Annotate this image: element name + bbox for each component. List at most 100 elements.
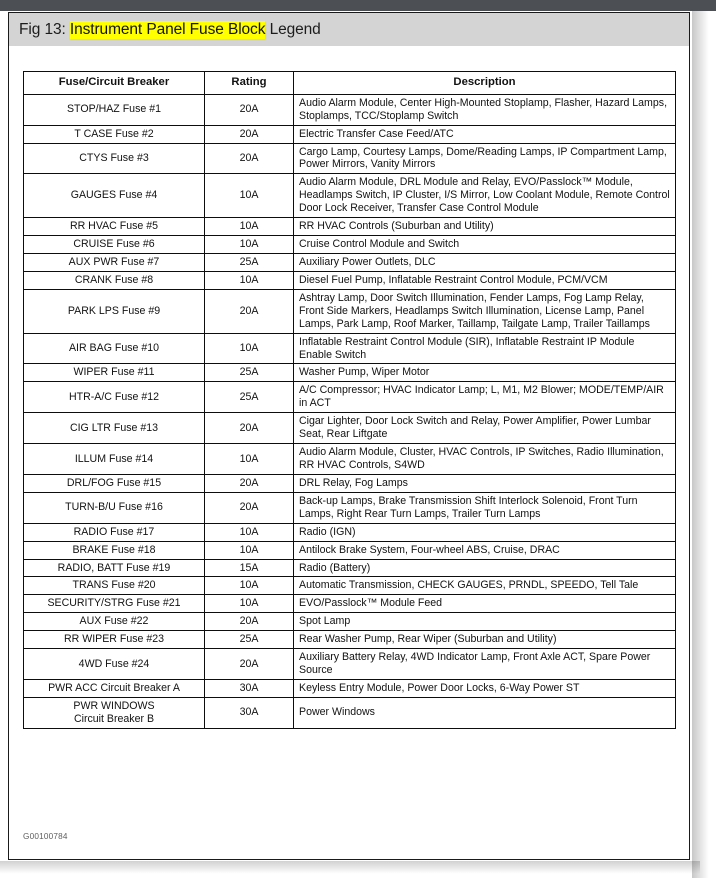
cell-fuse-name: AIR BAG Fuse #10 xyxy=(23,332,205,365)
cell-description: Electric Transfer Case Feed/ATC xyxy=(293,124,676,144)
table-row: RR HVAC Fuse #5 10A RR HVAC Controls (Subu… xyxy=(23,217,676,237)
cell-rating: 10A xyxy=(204,594,294,614)
cell-description: Audio Alarm Module, DRL Module and Relay… xyxy=(293,173,676,219)
cell-rating: 10A xyxy=(204,173,294,219)
cell-fuse-name: RADIO, BATT Fuse #19 xyxy=(23,558,205,578)
table-body: STOP/HAZ Fuse #1 20A Audio Alarm Module, C… xyxy=(23,93,676,729)
cell-fuse-name: BRAKE Fuse #18 xyxy=(23,540,205,560)
cell-description: Back-up Lamps, Brake Transmission Shift … xyxy=(293,491,676,524)
cell-description: Cigar Lighter, Door Lock Switch and Rela… xyxy=(293,412,676,445)
cell-fuse-name: CRANK Fuse #8 xyxy=(23,270,205,290)
cell-rating: 25A xyxy=(204,363,294,383)
table-row: WIPER Fuse #11 25A Washer Pump, Wiper Moto… xyxy=(23,363,676,383)
cell-fuse-name: DRL/FOG Fuse #15 xyxy=(23,473,205,493)
table-row: AUX PWR Fuse #7 25A Auxiliary Power Outlet… xyxy=(23,253,676,272)
cell-rating: 10A xyxy=(204,270,294,290)
cell-rating: 20A xyxy=(204,491,294,524)
viewer-top-bar xyxy=(0,0,716,11)
cell-description: Auxiliary Power Outlets, DLC xyxy=(293,253,676,272)
cell-description: Radio (Battery) xyxy=(293,558,676,578)
cell-fuse-name: PWR ACC Circuit Breaker A xyxy=(23,678,205,698)
table-row: HTR-A/C Fuse #12 25A A/C Compressor; HVAC … xyxy=(23,381,676,414)
cell-description: Inflatable Restraint Control Module (SIR… xyxy=(293,332,676,365)
column-header-description: Description xyxy=(293,71,676,95)
cell-description: RR HVAC Controls (Suburban and Utility) xyxy=(293,217,676,237)
cell-description: Cargo Lamp, Courtesy Lamps, Dome/Reading… xyxy=(293,142,676,175)
table-row: RADIO, BATT Fuse #19 15A Radio (Battery) xyxy=(23,558,676,578)
cell-rating: 10A xyxy=(204,576,294,596)
cell-description: Antilock Brake System, Four-wheel ABS, C… xyxy=(293,540,676,560)
cell-fuse-name: AUX PWR Fuse #7 xyxy=(23,253,205,272)
cell-description: Keyless Entry Module, Power Door Locks, … xyxy=(293,678,676,698)
cell-description: Audio Alarm Module, Cluster, HVAC Contro… xyxy=(293,443,676,475)
table-row: RR WIPER Fuse #23 25A Rear Washer Pump, Re… xyxy=(23,630,676,650)
table-row: STOP/HAZ Fuse #1 20A Audio Alarm Module, C… xyxy=(23,93,676,126)
cell-rating: 10A xyxy=(204,217,294,237)
cell-fuse-name: 4WD Fuse #24 xyxy=(23,648,205,680)
figure-caption-suffix: Legend xyxy=(265,20,321,38)
cell-rating: 25A xyxy=(204,381,294,414)
cell-rating: 20A xyxy=(204,288,294,334)
cell-rating: 20A xyxy=(204,124,294,144)
table-row: AUX Fuse #22 20A Spot Lamp xyxy=(23,612,676,632)
cell-fuse-name: HTR-A/C Fuse #12 xyxy=(23,381,205,414)
table-row: T CASE Fuse #2 20A Electric Transfer Case … xyxy=(23,124,676,144)
table-header: Fuse/Circuit Breaker Rating Description xyxy=(23,71,676,95)
cell-fuse-name-line2: Circuit Breaker B xyxy=(73,712,155,725)
cell-rating: 20A xyxy=(204,93,294,126)
cell-rating: 25A xyxy=(204,253,294,272)
cell-description: Radio (IGN) xyxy=(293,522,676,542)
document-card: Fig 13: Instrument Panel Fuse Block Lege… xyxy=(8,12,690,860)
cell-fuse-name: TRANS Fuse #20 xyxy=(23,576,205,596)
cell-description: A/C Compressor; HVAC Indicator Lamp; L, … xyxy=(293,381,676,414)
figure-part-code: G00100784 xyxy=(23,832,68,841)
cell-fuse-name: ILLUM Fuse #14 xyxy=(23,443,205,475)
cell-rating: 10A xyxy=(204,443,294,475)
cell-fuse-name: RR WIPER Fuse #23 xyxy=(23,630,205,650)
cell-description: Cruise Control Module and Switch xyxy=(293,235,676,254)
cell-rating: 20A xyxy=(204,142,294,175)
cell-fuse-name: CTYS Fuse #3 xyxy=(23,142,205,175)
cell-fuse-name: RR HVAC Fuse #5 xyxy=(23,217,205,237)
cell-fuse-name: WIPER Fuse #11 xyxy=(23,363,205,383)
cell-description: Washer Pump, Wiper Motor xyxy=(293,363,676,383)
cell-rating: 15A xyxy=(204,558,294,578)
cell-fuse-name: CRUISE Fuse #6 xyxy=(23,235,205,254)
table-row: PARK LPS Fuse #9 20A Ashtray Lamp, Door Sw… xyxy=(23,288,676,334)
table-row: TRANS Fuse #20 10A Automatic Transmission,… xyxy=(23,576,676,596)
cell-fuse-name: STOP/HAZ Fuse #1 xyxy=(23,93,205,126)
cell-fuse-name: RADIO Fuse #17 xyxy=(23,522,205,542)
cell-description: Ashtray Lamp, Door Switch Illumination, … xyxy=(293,288,676,334)
cell-description: Power Windows xyxy=(293,696,676,729)
table-row: 4WD Fuse #24 20A Auxiliary Battery Relay, … xyxy=(23,648,676,680)
cell-fuse-name: SECURITY/STRG Fuse #21 xyxy=(23,594,205,614)
table-row: BRAKE Fuse #18 10A Antilock Brake System, … xyxy=(23,540,676,560)
cell-description: Automatic Transmission, CHECK GAUGES, PR… xyxy=(293,576,676,596)
table-row: CRUISE Fuse #6 10A Cruise Control Module a… xyxy=(23,235,676,254)
cell-description: Diesel Fuel Pump, Inflatable Restraint C… xyxy=(293,270,676,290)
table-row: PWR ACC Circuit Breaker A 30A Keyless Entr… xyxy=(23,678,676,698)
cell-description: DRL Relay, Fog Lamps xyxy=(293,473,676,493)
cell-fuse-name: PARK LPS Fuse #9 xyxy=(23,288,205,334)
cell-rating: 10A xyxy=(204,332,294,365)
table-row: CIG LTR Fuse #13 20A Cigar Lighter, Door L… xyxy=(23,412,676,445)
table-row: PWR WINDOWS Circuit Breaker B 30A Power Win… xyxy=(23,696,676,729)
scanned-page-area: Fuse/Circuit Breaker Rating Description … xyxy=(9,46,689,859)
table-row: TURN-B/U Fuse #16 20A Back-up Lamps, Brake… xyxy=(23,491,676,524)
cell-rating: 10A xyxy=(204,522,294,542)
figure-caption-bar: Fig 13: Instrument Panel Fuse Block Lege… xyxy=(9,13,689,46)
cell-fuse-name: TURN-B/U Fuse #16 xyxy=(23,491,205,524)
cell-fuse-name: PWR WINDOWS Circuit Breaker B xyxy=(23,696,205,729)
cell-fuse-name: GAUGES Fuse #4 xyxy=(23,173,205,219)
column-header-fuse-circuit-breaker: Fuse/Circuit Breaker xyxy=(23,71,205,95)
cell-rating: 20A xyxy=(204,612,294,632)
column-header-rating: Rating xyxy=(204,71,294,95)
cell-fuse-name: T CASE Fuse #2 xyxy=(23,124,205,144)
fuse-legend-table: Fuse/Circuit Breaker Rating Description … xyxy=(23,71,676,729)
cell-rating: 30A xyxy=(204,696,294,729)
table-row: SECURITY/STRG Fuse #21 10A EVO/Passlock™ M… xyxy=(23,594,676,614)
table-row: DRL/FOG Fuse #15 20A DRL Relay, Fog Lamps xyxy=(23,473,676,493)
figure-caption-highlight: Instrument Panel Fuse Block xyxy=(69,20,266,39)
cell-description: Audio Alarm Module, Center High-Mounted … xyxy=(293,93,676,126)
table-row: RADIO Fuse #17 10A Radio (IGN) xyxy=(23,522,676,542)
